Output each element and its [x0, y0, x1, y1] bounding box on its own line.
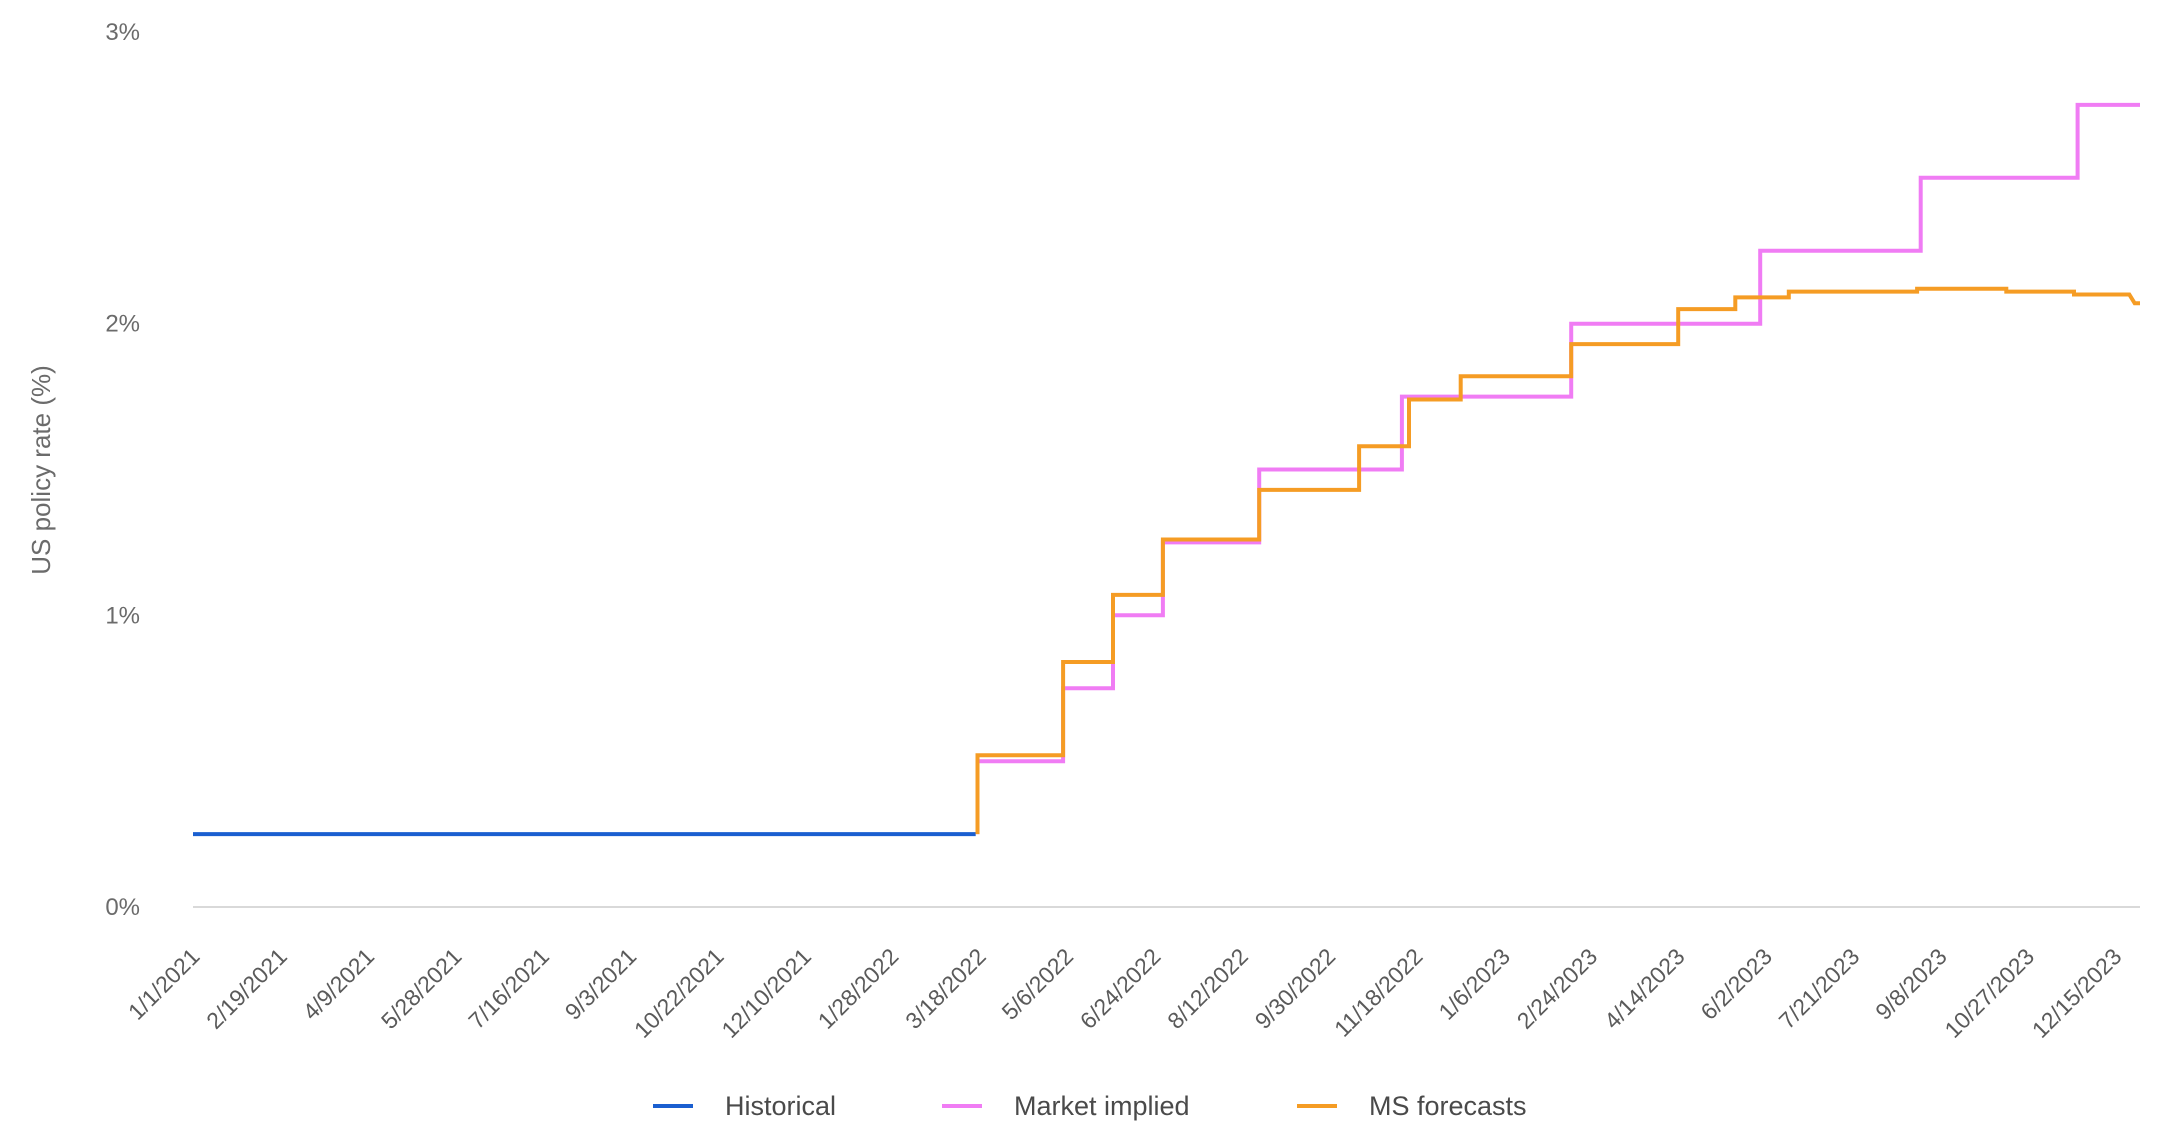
x-tick-label-0: 1/1/2021	[123, 943, 205, 1025]
y-axis-ticks: 0% 1% 2% 3%	[105, 19, 140, 921]
x-tick-label-4: 7/16/2021	[463, 943, 554, 1034]
x-tick-label-5: 9/3/2021	[560, 943, 642, 1025]
y-axis-label: US policy rate (%)	[26, 365, 56, 575]
x-tick-label-8: 1/28/2022	[813, 943, 904, 1034]
legend: Historical Market implied MS forecasts	[653, 1091, 1527, 1121]
x-tick-label-15: 1/6/2023	[1433, 943, 1515, 1025]
x-tick-label-12: 8/12/2022	[1162, 943, 1253, 1034]
x-tick-label-21: 10/27/2023	[1939, 943, 2039, 1043]
x-tick-label-11: 6/24/2022	[1075, 943, 1166, 1034]
x-tick-label-19: 7/21/2023	[1774, 943, 1865, 1034]
legend-label-2: MS forecasts	[1369, 1091, 1527, 1121]
x-tick-label-7: 12/10/2021	[716, 943, 816, 1043]
x-tick-label-6: 10/22/2021	[629, 943, 729, 1043]
x-tick-label-13: 9/30/2022	[1250, 943, 1341, 1034]
x-tick-label-10: 5/6/2022	[997, 943, 1079, 1025]
series-line-ms-forecasts	[975, 286, 2140, 835]
series-lines	[193, 102, 2140, 837]
x-tick-label-2: 4/9/2021	[298, 943, 380, 1025]
x-tick-label-9: 3/18/2022	[900, 943, 991, 1034]
x-tick-label-14: 11/18/2022	[1329, 943, 1428, 1042]
y-tick-label-1: 1%	[105, 602, 140, 629]
y-tick-label-2: 2%	[105, 311, 140, 338]
x-tick-label-1: 2/19/2021	[201, 943, 292, 1034]
legend-label-1: Market implied	[1014, 1091, 1190, 1121]
y-tick-label-0: 0%	[105, 894, 140, 921]
x-tick-label-22: 12/15/2023	[2027, 943, 2127, 1043]
y-tick-label-3: 3%	[105, 19, 140, 46]
x-tick-label-20: 9/8/2023	[1870, 943, 1952, 1025]
x-tick-label-16: 2/24/2023	[1512, 943, 1603, 1034]
series-line-market-implied	[975, 102, 2140, 835]
x-tick-label-17: 4/14/2023	[1599, 943, 1690, 1034]
x-tick-label-18: 6/2/2023	[1695, 943, 1777, 1025]
legend-label-0: Historical	[725, 1091, 836, 1121]
x-tick-label-3: 5/28/2021	[376, 943, 467, 1034]
